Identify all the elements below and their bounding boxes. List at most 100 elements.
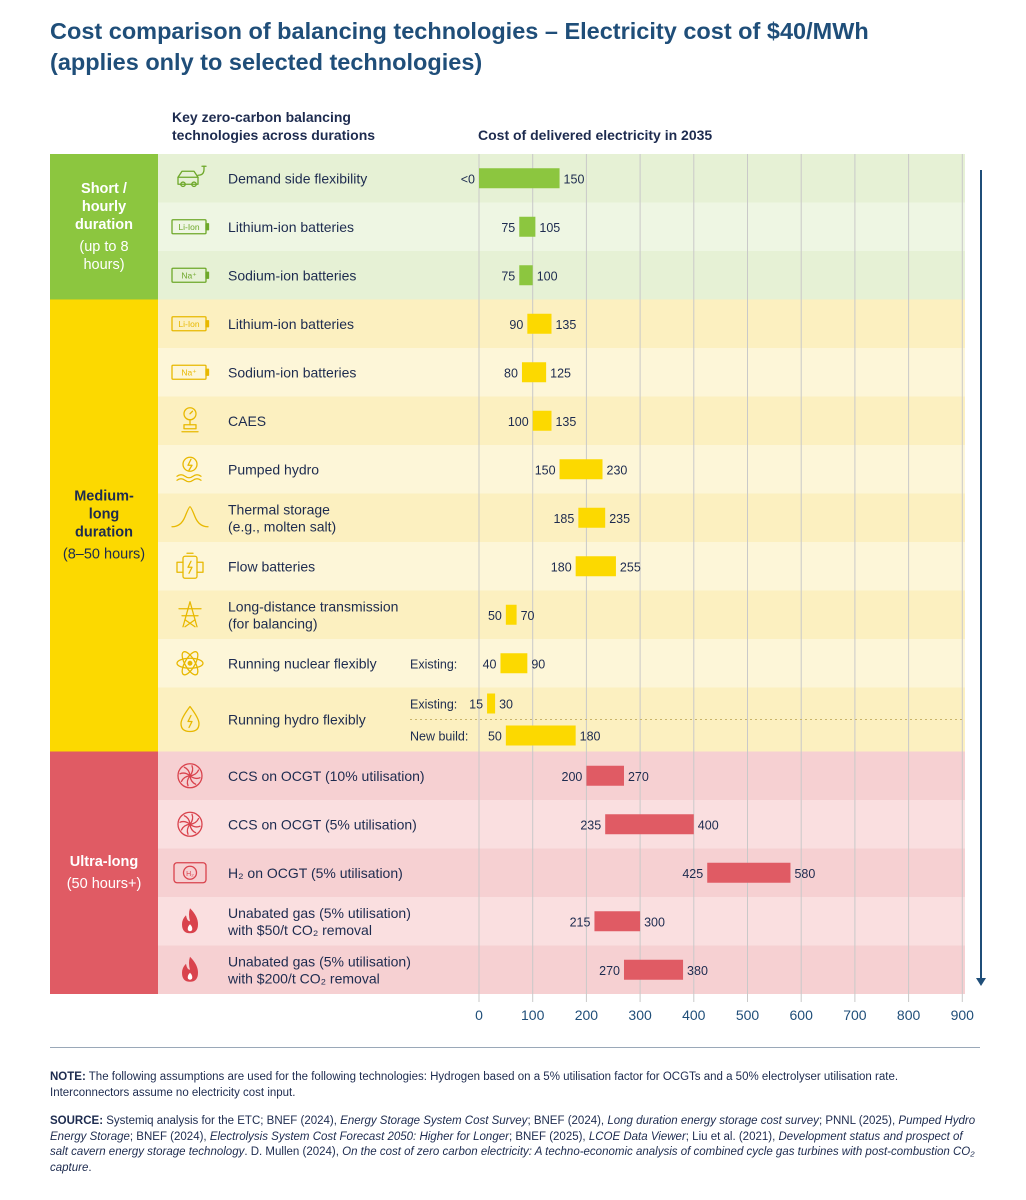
row-background xyxy=(158,751,965,800)
x-tick-label: 200 xyxy=(575,1007,599,1023)
source-label: SOURCE: xyxy=(50,1115,104,1127)
range-bar xyxy=(505,604,517,625)
turbine-icon xyxy=(177,763,203,789)
x-tick-label: 800 xyxy=(897,1007,921,1023)
wave xyxy=(176,478,202,483)
li-ion-battery-icon: Li-Ion xyxy=(171,219,210,235)
pipe-left xyxy=(176,561,184,573)
source-citation-title: Electrolysis System Cost Forecast 2050: … xyxy=(209,1130,509,1143)
transmission-tower-icon xyxy=(178,601,202,628)
technology-name: Lithium-ion batteries xyxy=(228,316,354,332)
flame xyxy=(182,956,198,982)
range-bar xyxy=(559,459,603,480)
row-background xyxy=(158,639,965,688)
bar-low-label: 75 xyxy=(501,221,515,235)
bar-low-label: <0 xyxy=(461,172,475,186)
row-background xyxy=(158,396,965,445)
turbine-blade xyxy=(180,823,191,831)
group-label-ultra: Ultra-long xyxy=(70,854,138,870)
source-citation-title: Long duration energy storage cost survey xyxy=(607,1115,819,1127)
range-bar xyxy=(519,265,533,286)
technology-name: Sodium-ion batteries xyxy=(228,267,356,283)
x-tick-label: 500 xyxy=(736,1007,760,1023)
turbine-blade xyxy=(189,769,200,777)
caes-icon xyxy=(181,407,199,433)
turbine-blade xyxy=(179,772,191,777)
technology-name: Demand side flexibility xyxy=(228,170,367,186)
range-bar xyxy=(505,725,576,746)
range-bar xyxy=(500,653,528,674)
group-block-short xyxy=(50,154,158,300)
icon-text: H₂ xyxy=(186,871,194,878)
row-background xyxy=(158,251,965,300)
bar-high-label: 70 xyxy=(521,609,535,623)
technology-name: Running hydro flexibly xyxy=(228,712,366,728)
tower-legs xyxy=(182,601,198,628)
bar-low-label: 90 xyxy=(509,318,523,332)
range-bar xyxy=(487,693,496,714)
bar-low-label: 80 xyxy=(504,366,518,380)
turbine-icon xyxy=(177,811,203,837)
bar-high-label: 255 xyxy=(620,560,641,574)
turbine-ring xyxy=(177,763,203,789)
x-tick-label: 400 xyxy=(682,1007,706,1023)
gauge-needle xyxy=(189,410,194,415)
flame-core xyxy=(187,924,193,932)
orbit xyxy=(181,651,199,676)
source-text: Systemiq analysis for the ETC; BNEF (202… xyxy=(50,1115,975,1174)
bar-high-label: 235 xyxy=(609,512,630,526)
icon-text: Li-Ion xyxy=(178,222,200,232)
turbine-blade xyxy=(189,775,197,785)
group-label-medium: (8–50 hours) xyxy=(63,547,145,563)
bar-high-label: 230 xyxy=(607,463,628,477)
group-label-short: hourly xyxy=(82,199,126,215)
car-wheel xyxy=(191,181,197,188)
chart-svg: Short / hourly duration (up to 8 hours) Mediu… xyxy=(50,154,986,1023)
tank-badge xyxy=(182,865,198,880)
bar-low-label: 15 xyxy=(469,698,483,712)
source-citation-text: ; BNEF (2025), xyxy=(508,1130,589,1143)
range-bar xyxy=(521,362,547,383)
note-label: NOTE: xyxy=(50,1071,86,1083)
row-background xyxy=(158,202,965,251)
battery-terminal xyxy=(205,320,210,328)
range-bar xyxy=(479,168,560,189)
bar-low-label: 235 xyxy=(580,818,601,832)
bar-high-label: 270 xyxy=(628,770,649,784)
turbine-blade xyxy=(180,775,191,783)
turbine-blade xyxy=(183,766,191,777)
group-label-medium: long xyxy=(89,507,120,523)
turbine-blade xyxy=(186,775,191,787)
technology-name: CAES xyxy=(228,413,266,429)
range-bar-chart: Short / hourly duration (up to 8 hours) Mediu… xyxy=(50,154,986,1023)
battery-terminal xyxy=(205,223,210,231)
technology-name: Sodium-ion batteries xyxy=(228,364,356,380)
source-citation-title: LCOE Data Viewer xyxy=(588,1130,686,1143)
source-citation-title: Development status and prospect of salt … xyxy=(50,1130,963,1159)
turbine-blade xyxy=(189,817,200,825)
technology-name: CCS on OCGT (10% utilisation) xyxy=(228,768,425,784)
group-label-ultra: (50 hours+) xyxy=(67,876,142,892)
bar-high-label: 90 xyxy=(531,657,545,671)
bar-high-label: 105 xyxy=(539,221,560,235)
bar-high-label: 180 xyxy=(580,730,601,744)
bar-high-label: 580 xyxy=(794,867,815,881)
bar-high-label: 135 xyxy=(555,415,576,429)
bar-low-label: 50 xyxy=(488,730,502,744)
technology-name: Running nuclear flexibly xyxy=(228,655,377,671)
technology-name: (for balancing) xyxy=(228,615,318,631)
note: NOTE: The following assumptions are used… xyxy=(50,1070,980,1101)
cell xyxy=(182,555,198,579)
row-background xyxy=(158,800,965,849)
charging-cable xyxy=(197,165,205,176)
bar-low-label: 40 xyxy=(483,657,497,671)
row-background xyxy=(158,542,965,591)
flame xyxy=(182,908,198,934)
chart-title-line-1: Cost comparison of balancing technologie… xyxy=(50,18,869,44)
turbine-blade xyxy=(189,813,194,825)
technology-name: with $50/t CO₂ removal xyxy=(227,922,372,938)
chart-title: Cost comparison of balancing technologie… xyxy=(50,16,990,78)
group-label-short: duration xyxy=(75,217,133,233)
li-ion-battery-icon: Li-Ion xyxy=(171,316,210,332)
source-citation-text: ; BNEF (2024), xyxy=(527,1115,608,1127)
